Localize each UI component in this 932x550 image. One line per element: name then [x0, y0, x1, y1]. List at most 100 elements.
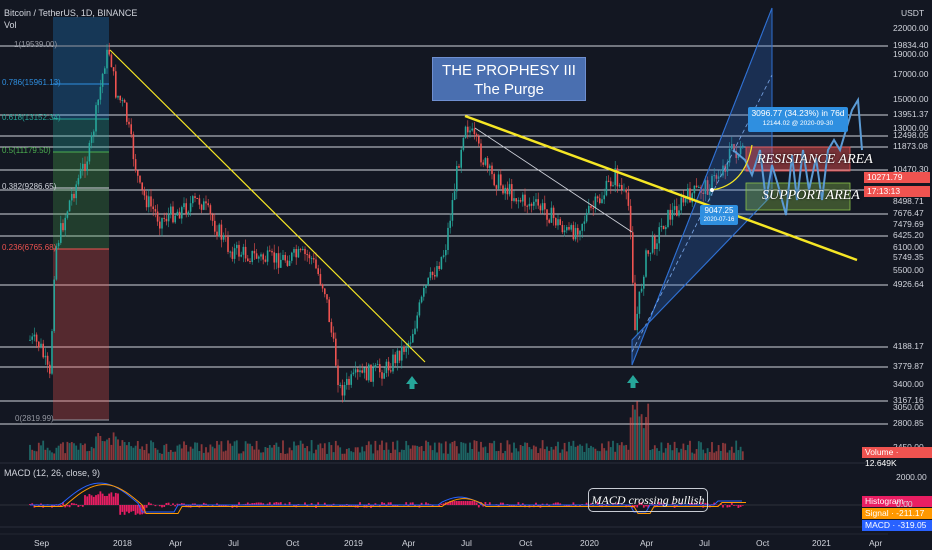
volume-bar [394, 449, 397, 460]
price-tick-label: 3400.00 [893, 379, 924, 389]
volume-bar [282, 440, 284, 460]
macd-histogram-bar [262, 503, 265, 505]
volume-bar [158, 453, 161, 460]
candle-body [647, 250, 649, 254]
volume-bar [244, 441, 247, 460]
up-arrow-icon [406, 376, 418, 389]
start-marker-value: 9047.25 [704, 206, 734, 215]
candle-body [552, 207, 555, 219]
macd-histogram-bar [191, 503, 194, 505]
macd-axis-label: 0.00 [896, 499, 913, 509]
volume-bar [139, 448, 141, 460]
volume-bar [213, 448, 216, 460]
macd-histogram-bar [330, 505, 333, 507]
candle-body [645, 250, 647, 277]
macd-histogram-bar [460, 501, 463, 505]
volume-bar [590, 445, 592, 460]
volume-bar [31, 449, 34, 460]
volume-bar [35, 451, 38, 460]
candle-body [484, 158, 487, 165]
volume-bar [178, 444, 181, 460]
candle-body [306, 254, 308, 256]
candle-body [93, 131, 95, 136]
volume-bar [660, 442, 663, 460]
volume-bar [596, 450, 599, 460]
candle-body [82, 163, 84, 169]
volume-label: Vol [4, 20, 17, 30]
macd-histogram-bar [392, 505, 394, 507]
candle-body [405, 348, 407, 352]
candle-body [181, 207, 183, 219]
fib-band [53, 249, 109, 420]
trendline-2018 [109, 49, 426, 363]
price-badge: 10271.79 [864, 172, 930, 183]
price-tick-label: 7479.69 [893, 219, 924, 229]
macd-histogram-bar [488, 502, 491, 505]
candle-body [728, 148, 731, 163]
macd-histogram-bar [420, 502, 423, 505]
macd-histogram-bar [114, 492, 117, 505]
volume-bar [75, 445, 78, 460]
volume-bar [612, 440, 614, 460]
candle-body [187, 211, 190, 215]
volume-bar [297, 445, 300, 460]
candle-body [174, 215, 176, 223]
candle-body [691, 193, 693, 203]
volume-bar [312, 453, 315, 460]
candle-body [522, 194, 524, 202]
price-badge: Volume · 12.649K [862, 447, 932, 468]
volume-bar [702, 449, 705, 460]
volume-bar [332, 452, 335, 460]
candle-body [167, 214, 170, 222]
time-axis-label: Sep [34, 538, 50, 548]
macd-histogram-bar [475, 502, 478, 505]
time-axis-label: Apr [402, 538, 416, 548]
candle-body [548, 219, 550, 223]
macd-histogram-bar [59, 505, 62, 507]
macd-histogram-bar [40, 503, 42, 505]
candle-body [590, 205, 592, 208]
measure-sub: 12144.02 @ 2020-09-30 [762, 120, 834, 127]
volume-bar [477, 451, 480, 460]
candle-body [205, 201, 207, 204]
price-tick-label: 17000.00 [893, 69, 929, 79]
volume-bar [411, 445, 414, 460]
candle-body [38, 341, 40, 348]
macd-axis-label: 2000.00 [896, 472, 927, 482]
volume-bar [508, 444, 511, 460]
candle-body [656, 243, 658, 250]
candle-body [207, 203, 209, 206]
candle-body [572, 225, 575, 240]
volume-bar [739, 446, 742, 460]
macd-histogram-bar [284, 503, 287, 505]
candle-body [640, 288, 643, 292]
price-tick-label: 5500.00 [893, 265, 924, 275]
fib-level-label: 0.618(13152.34) [2, 113, 61, 122]
volume-bar [227, 440, 229, 460]
candle-body [566, 227, 568, 231]
volume-bar [616, 443, 619, 460]
candle-body [491, 165, 493, 175]
volume-bar [515, 448, 518, 460]
candle-body [216, 231, 218, 237]
volume-bar [134, 445, 137, 460]
volume-bar [455, 446, 458, 460]
macd-histogram-bar [724, 504, 727, 505]
volume-bar [207, 452, 210, 460]
macd-histogram-bar [502, 502, 504, 505]
volume-bar [95, 436, 97, 460]
volume-bar [328, 442, 331, 460]
candle-body [427, 277, 429, 286]
volume-bar [473, 440, 476, 460]
candle-body [698, 186, 700, 188]
macd-histogram-bar [101, 493, 104, 505]
macd-histogram-bar [695, 503, 698, 505]
macd-histogram-bar [513, 505, 515, 507]
macd-histogram-bar [53, 505, 56, 507]
volume-bar [559, 452, 562, 460]
fib-band [53, 17, 109, 46]
macd-histogram-bar [590, 503, 592, 505]
candle-body [33, 334, 36, 337]
volume-bar [103, 441, 106, 460]
